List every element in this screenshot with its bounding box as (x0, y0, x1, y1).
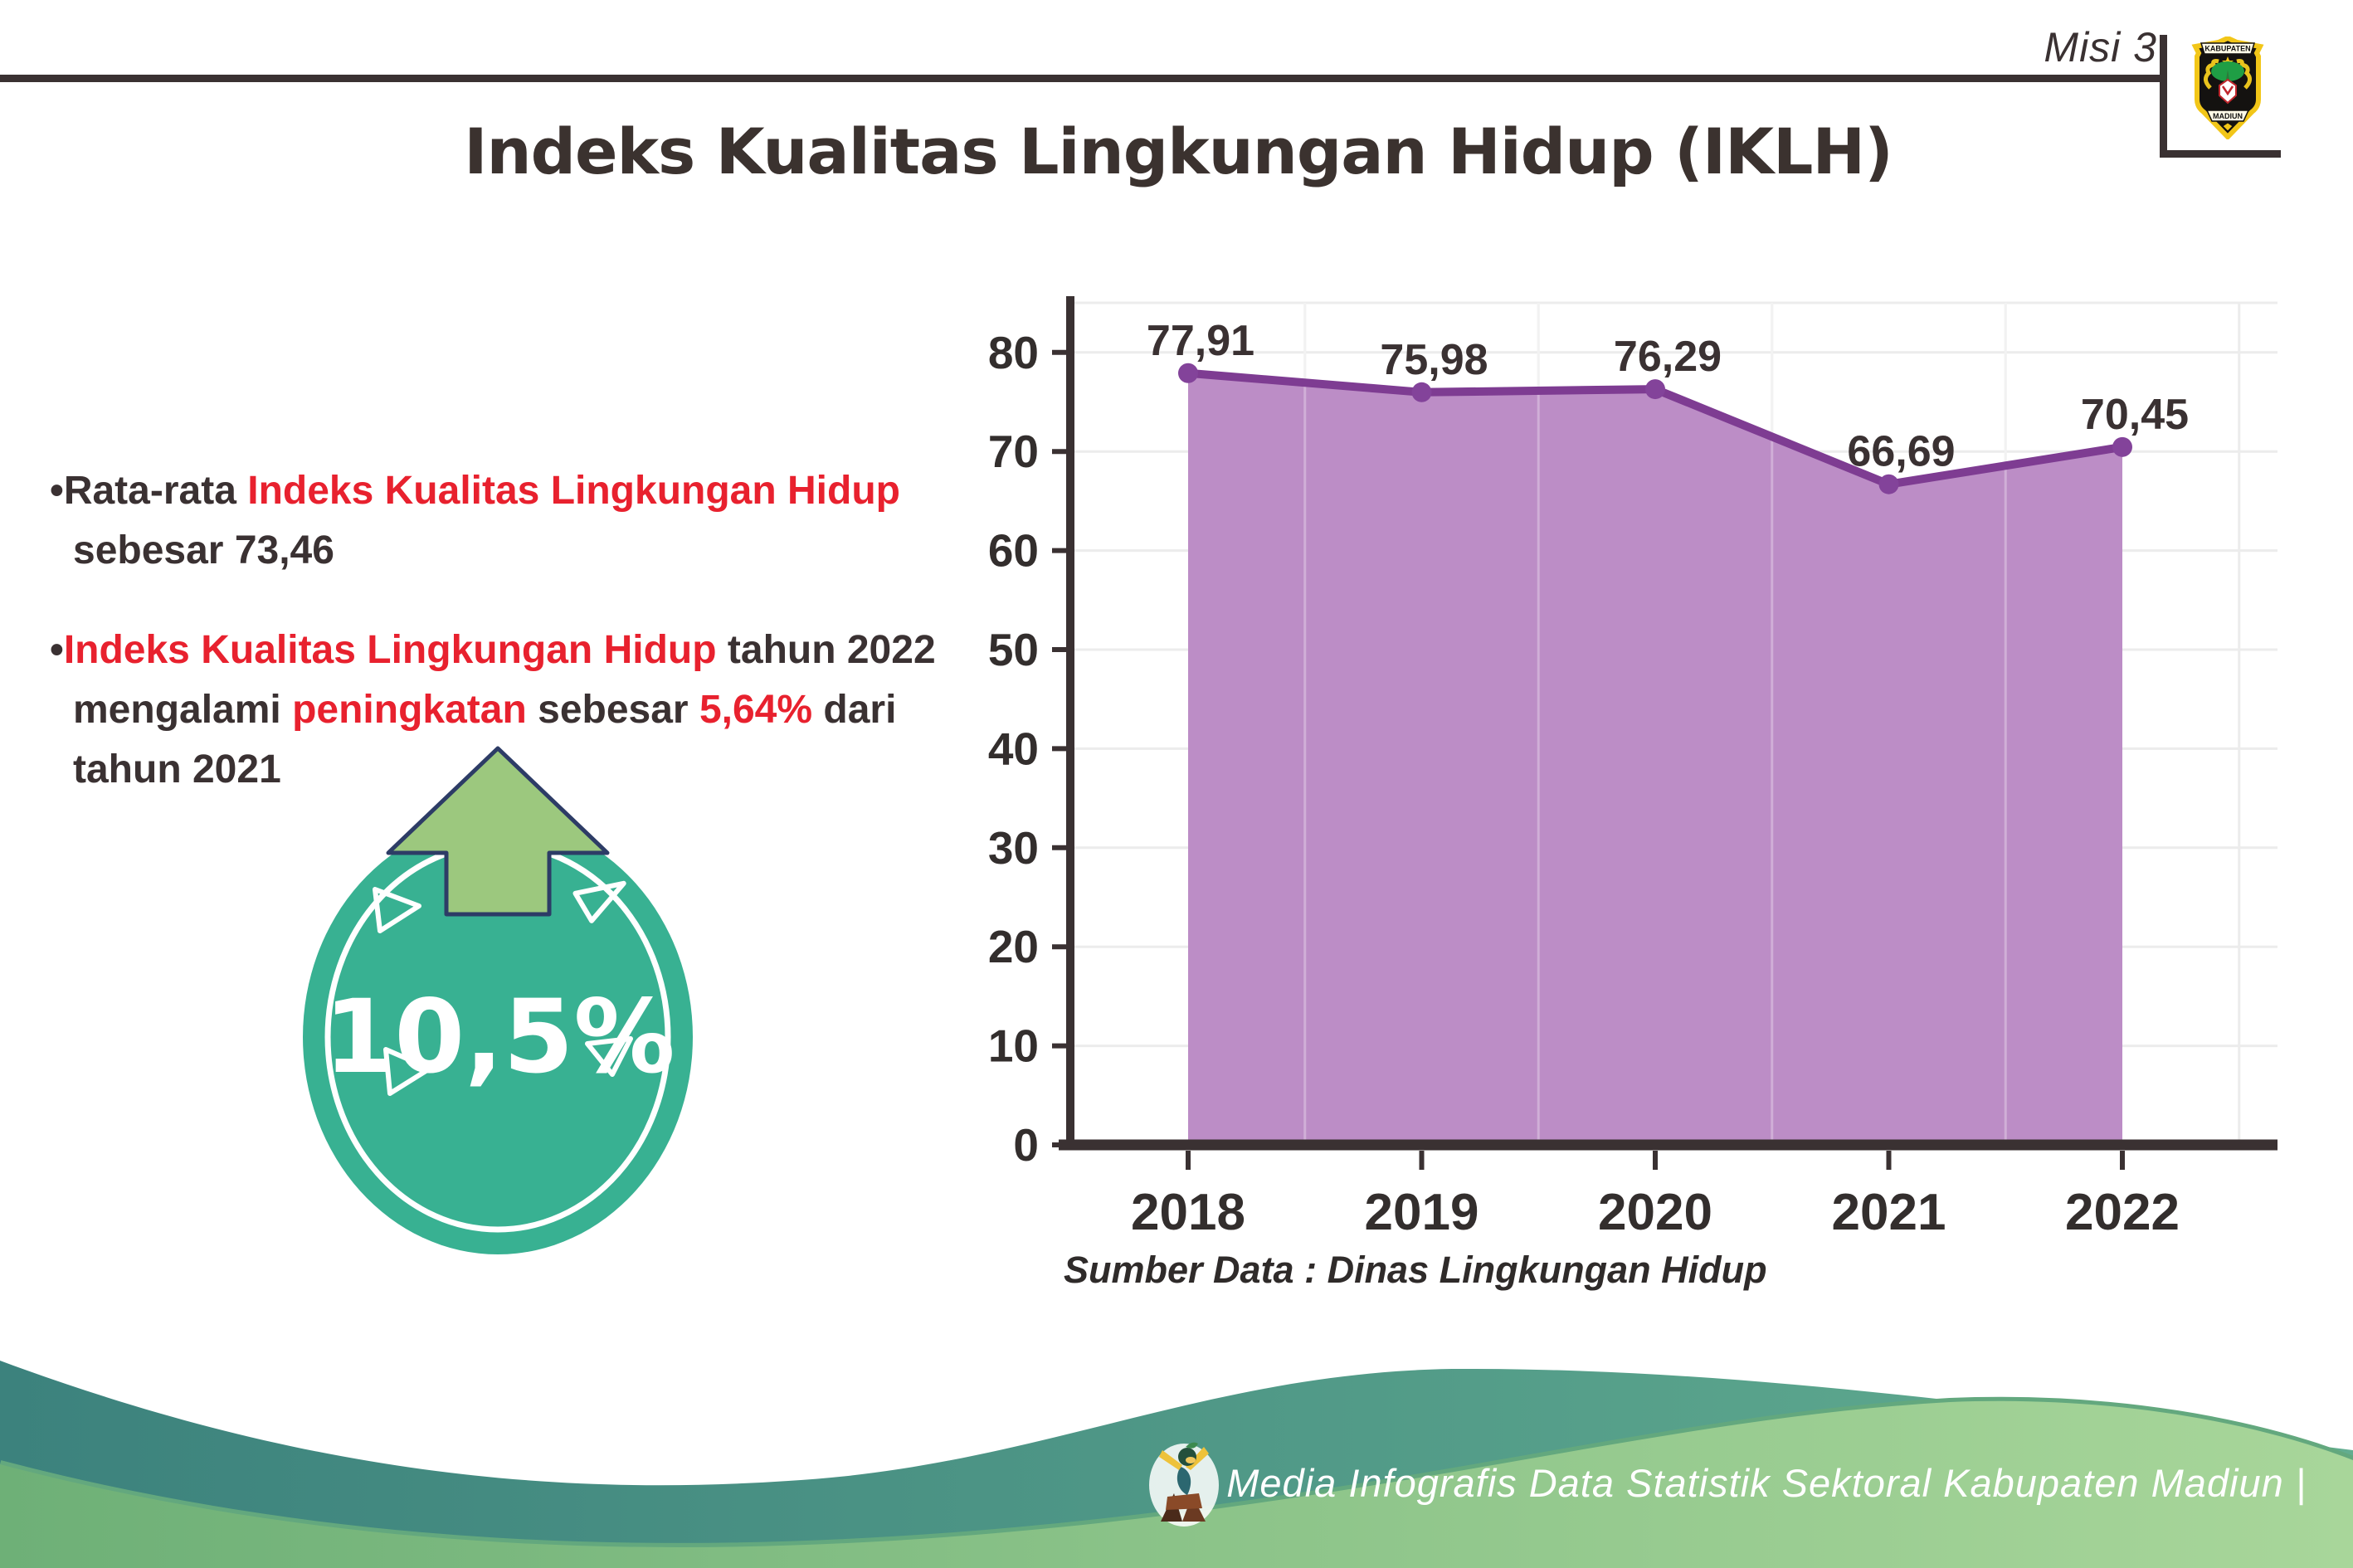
chart-area-fill (1188, 373, 2122, 1145)
triangle-accent-icon (585, 1036, 633, 1077)
footer-caption: Media Infografis Data Statistik Sektoral… (1226, 1461, 2307, 1505)
svg-text:10: 10 (988, 1020, 1039, 1072)
chart-data-markers (1178, 363, 2132, 494)
logo-right-wing (2236, 59, 2252, 90)
logo-bottom-banner-text: MADIUN (2213, 112, 2243, 120)
text-dark: tahun 2021 (73, 747, 281, 791)
logo-inner-shield-mark (2221, 85, 2234, 96)
svg-text:40: 40 (988, 723, 1039, 774)
logo-frame-bottom-rule (2160, 150, 2281, 158)
bullet-line: sebesar 73,46 (50, 521, 1012, 581)
logo-top-banner-text: KABUPATEN (2204, 45, 2250, 53)
logo-bottom-banner (2205, 110, 2250, 122)
svg-text:80: 80 (988, 327, 1039, 378)
summary-bullets: •Rata-rata Indeks Kualitas Lingkungan Hi… (50, 461, 1012, 800)
text-dark: Rata-rata (63, 469, 248, 513)
chart-y-axis-labels: 0 10 20 30 40 50 60 70 80 (988, 327, 1039, 1171)
chart-value-labels: 77,91 75,98 76,29 66,69 70,45 (1147, 317, 2189, 476)
text-red: Indeks Kualitas Lingkungan Hidup (63, 628, 717, 672)
triangle-accent-icon (572, 880, 626, 923)
footer-green-wave (0, 1400, 2353, 1568)
bullet-iklh-2022: •Indeks Kualitas Lingkungan Hidup tahun … (50, 621, 1012, 800)
increase-badge: 10,5% (303, 746, 693, 1254)
chart-gridlines-over-fill (1303, 303, 2007, 1145)
badge-percentage-value: 10,5% (324, 978, 675, 1096)
svg-text:60: 60 (988, 525, 1039, 577)
triangle-accent-icon (373, 887, 421, 933)
up-arrow-icon (386, 746, 610, 917)
svg-text:76,29: 76,29 (1614, 333, 1722, 381)
svg-text:70,45: 70,45 (2081, 391, 2189, 439)
kabupaten-madiun-logo: KABUPATEN MADIUN (2191, 37, 2264, 139)
svg-text:66,69: 66,69 (1847, 428, 1955, 476)
text-dark: tahun 2022 (716, 628, 936, 672)
svg-text:2021: 2021 (1832, 1184, 1946, 1241)
svg-text:75,98: 75,98 (1380, 336, 1488, 384)
logo-bottom-ornament (2222, 122, 2234, 132)
text-dark: sebesar (526, 688, 699, 732)
chart-x-axis-labels: 2018 2019 2020 2021 2022 (1131, 1184, 2180, 1241)
bullet-line: •Indeks Kualitas Lingkungan Hidup tahun … (50, 621, 1012, 680)
triangle-accent-icon (383, 1047, 432, 1096)
logo-frame-vertical-rule (2160, 35, 2167, 158)
bullet-line: tahun 2021 (50, 740, 1012, 800)
svg-text:2019: 2019 (1365, 1184, 1479, 1241)
svg-text:77,91: 77,91 (1147, 317, 1254, 365)
logo-top-banner (2200, 42, 2256, 55)
text-red: 5,64% (699, 688, 813, 732)
svg-text:50: 50 (988, 624, 1039, 675)
svg-text:0: 0 (1013, 1119, 1039, 1171)
text-red: peningkatan (292, 688, 527, 732)
text-dark: dari (812, 688, 897, 732)
chart-axes (1052, 296, 2277, 1170)
svg-text:70: 70 (988, 426, 1039, 477)
svg-text:2020: 2020 (1598, 1184, 1712, 1241)
bullet-char: • (50, 628, 64, 672)
bullet-char: • (50, 469, 64, 513)
header-rule (0, 75, 2167, 82)
svg-text:20: 20 (988, 921, 1039, 972)
iklh-area-chart: 0 10 20 30 40 50 60 70 80 2018 2019 2020 2021 2022 7… (988, 296, 2277, 1241)
text-red: Indeks Kualitas Lingkungan Hidup (247, 469, 900, 513)
mascot-icon (1149, 1442, 1219, 1527)
bullet-line: •Rata-rata Indeks Kualitas Lingkungan Hi… (50, 461, 1012, 521)
bullet-line: mengalami peningkatan sebesar 5,64% dari (50, 680, 1012, 740)
svg-text:30: 30 (988, 822, 1039, 874)
badge-circle (303, 820, 693, 1254)
bullet-average-iklh: •Rata-rata Indeks Kualitas Lingkungan Hi… (50, 461, 1012, 581)
logo-left-wing (2204, 59, 2219, 90)
mission-label: Misi 3 (2044, 24, 2157, 71)
svg-text:2018: 2018 (1131, 1184, 1245, 1241)
text-dark: mengalami (73, 688, 293, 732)
page-title: Indeks Kualitas Lingkungan Hidup (IKLH) (464, 114, 1893, 188)
logo-inner-shield (2219, 78, 2237, 105)
footer-wave-banner (0, 1361, 2353, 1568)
text-dark: sebesar 73,46 (73, 528, 334, 572)
chart-source-note: Sumber Data : Dinas Lingkungan Hidup (1064, 1249, 1767, 1291)
badge-triangle-accents (373, 880, 633, 1096)
svg-text:2022: 2022 (2065, 1184, 2180, 1241)
